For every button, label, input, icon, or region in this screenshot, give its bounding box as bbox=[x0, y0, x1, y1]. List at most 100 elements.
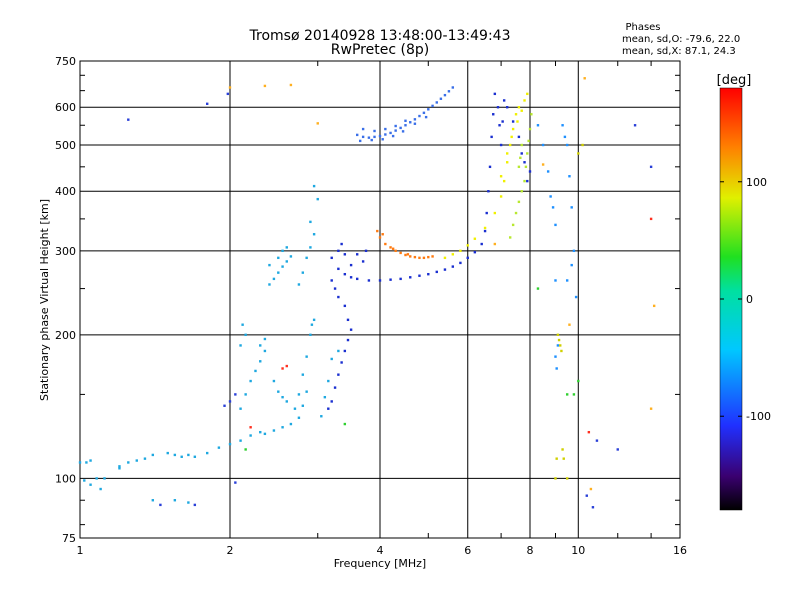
data-point bbox=[281, 395, 284, 399]
data-point bbox=[520, 143, 523, 147]
data-point bbox=[83, 479, 86, 482]
data-point bbox=[565, 279, 569, 282]
data-point bbox=[180, 455, 183, 458]
data-point bbox=[349, 263, 353, 267]
data-point bbox=[327, 379, 330, 383]
data-point bbox=[389, 278, 392, 281]
data-point bbox=[514, 211, 518, 215]
data-point bbox=[508, 143, 512, 147]
data-point bbox=[523, 179, 526, 183]
data-point bbox=[572, 249, 576, 253]
data-point bbox=[268, 263, 271, 267]
data-point bbox=[556, 333, 560, 337]
data-point bbox=[389, 246, 392, 249]
data-point bbox=[193, 503, 197, 507]
data-point bbox=[633, 124, 637, 127]
data-point bbox=[554, 223, 557, 227]
data-point bbox=[367, 136, 371, 139]
data-point bbox=[488, 165, 492, 169]
data-point bbox=[459, 261, 462, 265]
data-point bbox=[581, 143, 584, 147]
data-point bbox=[263, 349, 267, 353]
data-point bbox=[346, 338, 350, 342]
data-point bbox=[480, 242, 483, 246]
data-point bbox=[514, 113, 518, 116]
data-point bbox=[516, 120, 519, 123]
data-point bbox=[404, 253, 407, 257]
data-point bbox=[551, 206, 555, 209]
data-point bbox=[349, 276, 353, 279]
data-point bbox=[166, 451, 169, 455]
data-point bbox=[384, 242, 387, 246]
data-point bbox=[409, 255, 412, 258]
data-point bbox=[381, 138, 384, 141]
data-point bbox=[244, 448, 247, 451]
data-point bbox=[466, 244, 469, 247]
data-point bbox=[367, 279, 371, 282]
data-point bbox=[228, 400, 232, 403]
data-point bbox=[217, 446, 221, 449]
data-point bbox=[499, 175, 503, 178]
data-point bbox=[239, 439, 242, 442]
data-point bbox=[541, 143, 545, 147]
data-point bbox=[151, 499, 155, 502]
data-point bbox=[556, 344, 560, 347]
data-point bbox=[376, 229, 379, 233]
y-tick-label: 750 bbox=[55, 55, 76, 68]
data-point bbox=[418, 274, 421, 277]
x-tick-label: 8 bbox=[527, 544, 534, 557]
data-point bbox=[118, 467, 121, 470]
data-point bbox=[343, 304, 347, 308]
data-point bbox=[505, 152, 509, 155]
data-point bbox=[223, 404, 226, 407]
data-point bbox=[323, 395, 327, 399]
data-point bbox=[312, 233, 316, 236]
data-point bbox=[577, 152, 580, 155]
data-point bbox=[293, 407, 297, 410]
data-point bbox=[409, 121, 412, 124]
data-point bbox=[483, 229, 487, 233]
data-point bbox=[187, 453, 190, 457]
data-point bbox=[520, 152, 523, 155]
data-point bbox=[559, 344, 562, 347]
data-point bbox=[263, 432, 267, 436]
data-point bbox=[301, 404, 305, 407]
data-point bbox=[316, 197, 319, 201]
data-point bbox=[305, 256, 308, 260]
data-point bbox=[135, 459, 138, 462]
data-point bbox=[517, 165, 521, 169]
data-point bbox=[591, 506, 595, 509]
x-tick-label: 2 bbox=[227, 544, 234, 557]
data-point bbox=[561, 124, 564, 127]
data-point bbox=[95, 477, 98, 480]
x-tick-label: 1 bbox=[77, 544, 84, 557]
data-point bbox=[565, 477, 569, 480]
data-point bbox=[577, 379, 580, 383]
data-point bbox=[459, 249, 462, 253]
data-point bbox=[517, 200, 521, 204]
data-point bbox=[309, 220, 312, 224]
data-point bbox=[330, 279, 333, 282]
stats-line-x: mean, sd,X: 87.1, 24.3 bbox=[622, 46, 736, 57]
data-point bbox=[281, 265, 284, 268]
data-point bbox=[343, 349, 347, 353]
data-point bbox=[358, 139, 362, 143]
data-point bbox=[384, 133, 387, 136]
data-point bbox=[501, 120, 504, 123]
data-point bbox=[587, 430, 591, 434]
data-point bbox=[312, 184, 316, 188]
plot-area: 1 2 4 6 8 10 16 75 100 200 300 400 500 600 750 bbox=[55, 55, 687, 557]
data-point bbox=[473, 251, 477, 254]
data-point bbox=[443, 268, 447, 271]
data-point bbox=[378, 279, 382, 282]
data-point bbox=[205, 102, 209, 106]
data-point bbox=[320, 415, 323, 418]
data-point bbox=[343, 253, 347, 256]
data-point bbox=[337, 373, 340, 376]
data-point bbox=[528, 127, 532, 131]
data-point bbox=[127, 461, 130, 464]
data-point bbox=[422, 111, 426, 115]
x-tick-label: 6 bbox=[464, 544, 471, 557]
data-point bbox=[333, 287, 337, 290]
